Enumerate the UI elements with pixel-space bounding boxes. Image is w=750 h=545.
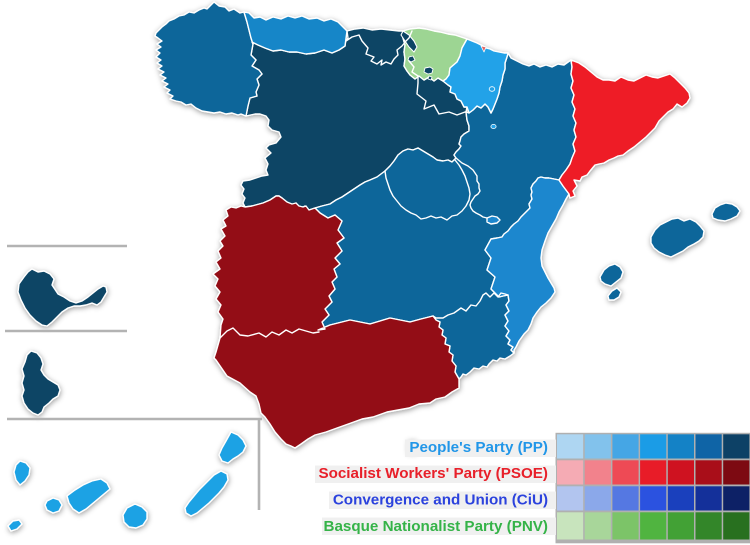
svg-text:Convergence and Union (CiU): Convergence and Union (CiU) [333,492,548,509]
svg-text:Basque Nationalist Party (PNV): Basque Nationalist Party (PNV) [324,518,549,535]
svg-text:People's Party (PP): People's Party (PP) [409,439,548,456]
svg-text:Socialist Workers' Party (PSOE: Socialist Workers' Party (PSOE) [318,465,548,482]
